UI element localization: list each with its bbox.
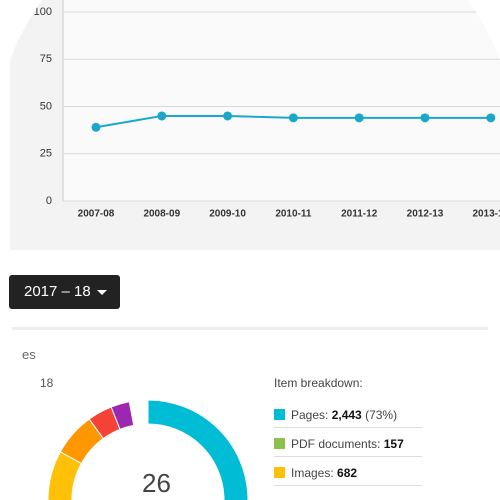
swatch	[274, 467, 285, 478]
x-tick-label: 2007-08	[78, 209, 115, 220]
legend-item: Images: 682	[274, 466, 422, 495]
point	[288, 113, 298, 123]
legend: Item breakdown: Pages: 2,443 (73%) PDF d…	[274, 376, 422, 495]
divider	[274, 485, 422, 486]
legend-value: 682	[337, 466, 358, 480]
divider	[274, 427, 422, 428]
y-tick-label: 75	[40, 53, 52, 65]
caret	[96, 289, 107, 295]
dropdown-label: 2017 – 18	[24, 283, 91, 300]
legend-rows: Pages: 2,443 (73%) PDF documents: 157 Im…	[274, 408, 422, 495]
donut-segment	[147, 399, 249, 500]
y-tick-label: 0	[46, 195, 52, 207]
x-tick-label: 2012-13	[407, 209, 444, 220]
chart: 0 25 50 75 100 2007-08 2008-09 2009-10 2010-11 20…	[10, 0, 500, 250]
point	[354, 113, 364, 123]
legend-item: PDF documents: 157	[274, 437, 422, 466]
y-tick-label: 100	[34, 6, 52, 18]
year-dropdown[interactable]: 2017 – 18	[9, 275, 120, 309]
separator	[12, 327, 488, 330]
x-tick-label: 2009-10	[209, 209, 246, 220]
legend-label: PDF documents:	[291, 437, 381, 451]
x-tick-label: 2010-11	[275, 209, 312, 220]
x-tick-label: 2011-12	[341, 209, 378, 220]
donut-chart	[47, 399, 249, 500]
donut-total: 26	[142, 468, 171, 498]
divider	[274, 456, 422, 457]
legend-value: 2,443	[331, 408, 362, 422]
point	[420, 113, 430, 123]
x-tick-label: 2013-14	[472, 209, 500, 220]
point	[91, 122, 101, 132]
legend-title: Item breakdown:	[274, 376, 363, 390]
legend-label: Pages:	[291, 408, 329, 422]
donut-segment	[110, 401, 135, 430]
axis-label: 18	[40, 376, 54, 390]
point	[157, 111, 167, 121]
point	[486, 113, 496, 123]
y-tick-label: 50	[40, 100, 52, 112]
swatch	[274, 409, 285, 420]
legend-label: Images:	[291, 466, 334, 480]
x-tick-label: 2008-09	[143, 209, 180, 220]
point	[223, 111, 233, 121]
legend-value: 157	[383, 437, 404, 451]
y-tick-label: 25	[40, 148, 52, 160]
legend-item: Pages: 2,443 (73%)	[274, 408, 422, 437]
section-title: es	[22, 347, 36, 362]
plot-area	[63, 0, 500, 201]
legend-share: (73%)	[365, 408, 398, 422]
swatch	[274, 438, 285, 449]
